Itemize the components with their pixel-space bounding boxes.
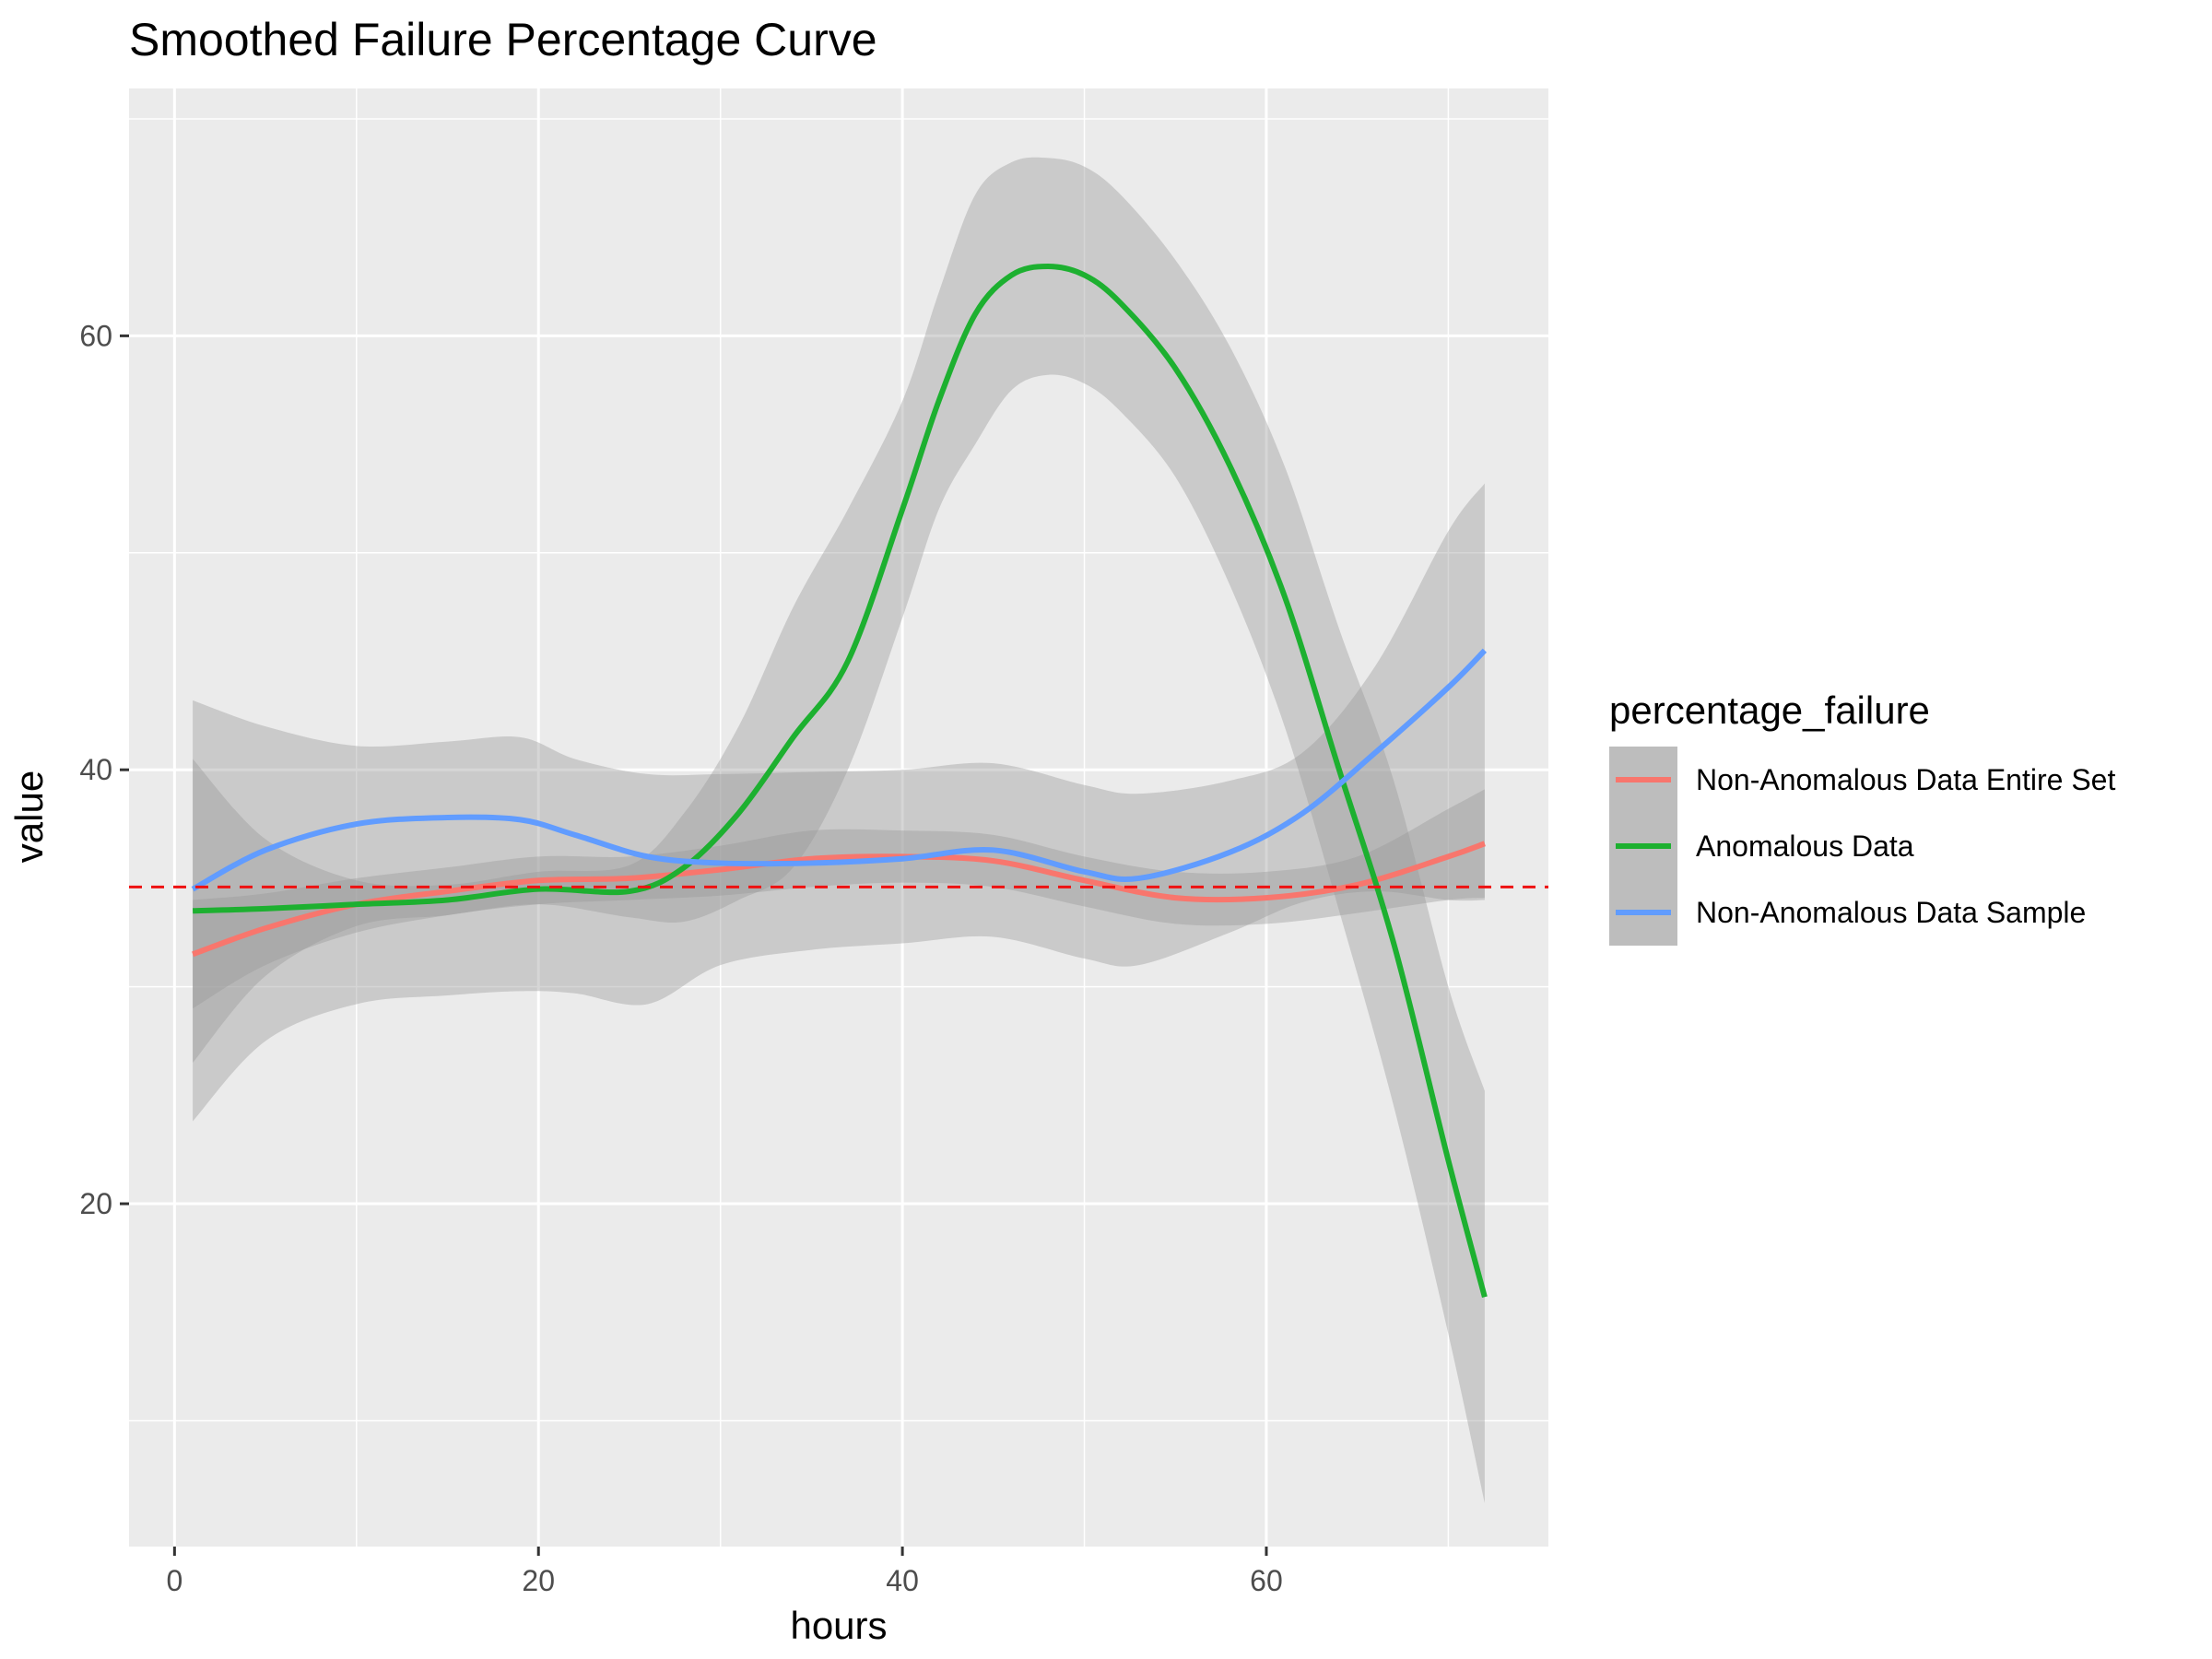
legend-label-non-anomalous-data-sample: Non-Anomalous Data Sample	[1696, 896, 2086, 929]
y-tick-label: 60	[79, 319, 112, 352]
grid-minor	[129, 88, 1548, 1547]
series-lines	[191, 264, 1488, 1299]
ci-ribbon-non-anomalous-data-sample	[193, 483, 1485, 1122]
x-tick-label: 20	[522, 1564, 555, 1597]
grid-major	[129, 88, 1548, 1547]
x-tick-label: 40	[886, 1564, 919, 1597]
y-tick-label: 40	[79, 753, 112, 786]
y-axis: 20 40 60	[79, 319, 129, 1220]
legend-label-non-anomalous-data-entire-set: Non-Anomalous Data Entire Set	[1696, 763, 2115, 796]
series-line-non-anomalous-data-sample	[191, 648, 1488, 892]
x-tick-label: 60	[1250, 1564, 1283, 1597]
plot-panel	[129, 88, 1548, 1547]
y-axis-title: value	[7, 771, 51, 863]
chart-title: Smoothed Failure Percentage Curve	[129, 14, 877, 65]
x-axis: 0 20 40 60	[166, 1547, 1283, 1597]
legend-title: percentage_failure	[1609, 688, 1930, 732]
y-tick-label: 20	[79, 1187, 112, 1220]
series-line-non-anomalous-data-entire-set	[192, 841, 1486, 958]
x-axis-title: hours	[790, 1604, 887, 1647]
series-line-anomalous-data	[193, 264, 1488, 1299]
legend-label-anomalous-data: Anomalous Data	[1696, 830, 1914, 863]
x-tick-label: 0	[166, 1564, 182, 1597]
legend: percentage_failure Non-Anomalous Data En…	[1609, 688, 2115, 946]
